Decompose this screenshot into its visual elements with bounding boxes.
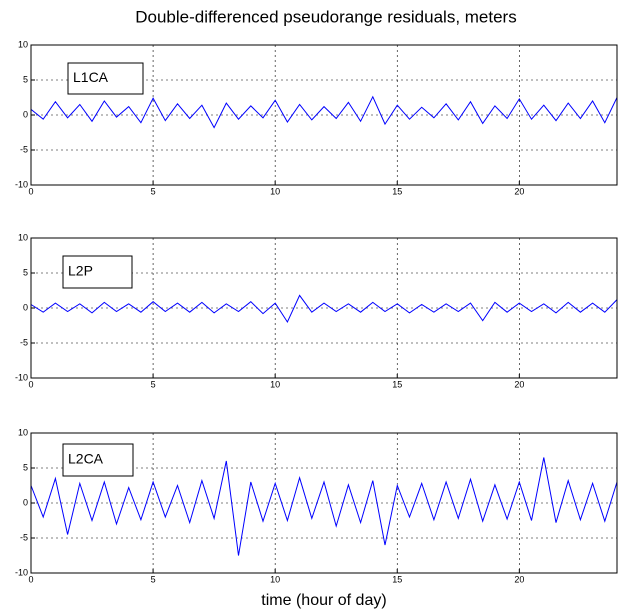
y-tick-label: -5 bbox=[20, 532, 28, 542]
x-tick-label: 10 bbox=[270, 186, 280, 196]
legend-box bbox=[62, 255, 133, 289]
axes-frame bbox=[30, 237, 618, 379]
data-line bbox=[30, 95, 618, 129]
y-tick-label: 5 bbox=[23, 74, 28, 84]
axes-frame bbox=[30, 432, 618, 574]
y-tick-label: 0 bbox=[23, 302, 28, 312]
x-axis-label: time (hour of day) bbox=[261, 592, 386, 609]
y-tick-label: -10 bbox=[15, 567, 28, 577]
data-line bbox=[30, 457, 618, 556]
x-tick-label: 0 bbox=[28, 186, 33, 196]
legend-box bbox=[62, 443, 134, 477]
x-tick-label: 20 bbox=[514, 186, 524, 196]
x-tick-label: 15 bbox=[392, 379, 402, 389]
x-tick-label: 5 bbox=[151, 574, 156, 584]
y-tick-label: 5 bbox=[23, 462, 28, 472]
y-tick-label: 0 bbox=[23, 497, 28, 507]
y-tick-label: 10 bbox=[18, 232, 28, 242]
y-tick-label: 10 bbox=[18, 39, 28, 49]
y-tick-label: -5 bbox=[20, 144, 28, 154]
legend-label: L2CA bbox=[68, 451, 104, 467]
legend-box bbox=[67, 62, 144, 95]
x-tick-label: 20 bbox=[514, 574, 524, 584]
y-tick-label: 10 bbox=[18, 427, 28, 437]
x-tick-label: 15 bbox=[392, 574, 402, 584]
y-tick-label: 5 bbox=[23, 267, 28, 277]
y-tick-label: -10 bbox=[15, 372, 28, 382]
legend-label: L1CA bbox=[73, 69, 109, 85]
x-tick-label: 10 bbox=[270, 574, 280, 584]
chart-title: Double-differenced pseudorange residuals… bbox=[135, 7, 516, 26]
x-tick-label: 15 bbox=[392, 186, 402, 196]
y-tick-label: -5 bbox=[20, 337, 28, 347]
y-tick-label: -10 bbox=[15, 179, 28, 189]
x-tick-label: 0 bbox=[28, 379, 33, 389]
x-tick-label: 20 bbox=[514, 379, 524, 389]
axes-frame bbox=[30, 44, 618, 186]
data-line bbox=[30, 294, 618, 324]
x-tick-label: 10 bbox=[270, 379, 280, 389]
y-tick-label: 0 bbox=[23, 109, 28, 119]
x-tick-label: 5 bbox=[151, 379, 156, 389]
legend-label: L2P bbox=[68, 263, 93, 279]
x-tick-label: 5 bbox=[151, 186, 156, 196]
x-tick-label: 0 bbox=[28, 574, 33, 584]
